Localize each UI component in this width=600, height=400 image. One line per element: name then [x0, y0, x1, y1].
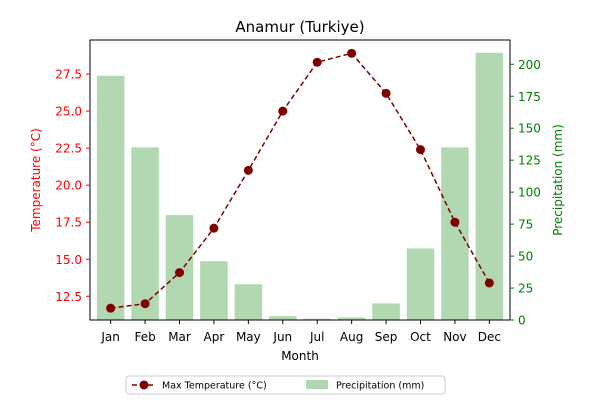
x-tick-label: Jul [309, 330, 324, 344]
temp-point-nov [450, 217, 460, 227]
temp-point-aug [347, 48, 357, 58]
x-tick-label: Jun [272, 330, 292, 344]
x-tick-label: Aug [340, 330, 363, 344]
y-right-tick-label: 75 [518, 218, 533, 232]
y-axis-label-left: Temperature (°C) [29, 128, 43, 233]
precip-bar-feb [131, 147, 159, 320]
y-left-tick-label: 25.0 [55, 105, 82, 119]
y-right-tick-label: 150 [518, 122, 541, 136]
y-axis-label-right: Precipitation (mm) [551, 124, 565, 236]
legend-label-temperature: Max Temperature (°C) [162, 381, 267, 392]
temp-point-jan [106, 303, 116, 313]
x-tick-label: Feb [134, 330, 155, 344]
x-tick-label: May [236, 330, 261, 344]
temp-point-jun [278, 106, 288, 116]
precip-bar-sep [372, 303, 400, 320]
y-left-tick-label: 15.0 [55, 253, 82, 267]
precip-bar-oct [406, 248, 435, 320]
x-tick-label: Jan [100, 330, 120, 344]
axis-ticks: Jan Feb Mar Apr May Jun Jul Aug Sep Oct Nov Dec 12.5… [55, 58, 541, 344]
legend-label-precipitation: Precipitation (mm) [336, 381, 424, 392]
temperature-line [106, 48, 494, 313]
temp-point-dec [484, 278, 494, 288]
y-left-tick-label: 22.5 [55, 142, 82, 156]
y-right-tick-label: 0 [518, 314, 526, 328]
x-tick-label: Mar [168, 330, 191, 344]
precip-bar-nov [441, 147, 469, 320]
chart-title: Anamur (Turkiye) [235, 18, 364, 36]
temp-point-sep [381, 88, 391, 98]
plot-frame [89, 39, 511, 321]
x-tick-label: Oct [410, 330, 431, 344]
legend-line-marker [139, 380, 149, 390]
axes-border [89, 39, 511, 321]
y-left-tick-label: 20.0 [55, 179, 82, 193]
temp-point-apr [209, 223, 219, 233]
x-tick-label: Apr [204, 330, 225, 344]
legend-bar-swatch [306, 380, 328, 389]
legend: Max Temperature (°C) Precipitation (mm) [125, 375, 446, 395]
precip-bar-jul [303, 318, 331, 320]
y-left-tick-label: 27.5 [55, 68, 82, 82]
x-axis-label: Month [281, 349, 319, 363]
temp-point-oct [415, 145, 425, 155]
x-tick-label: Nov [443, 330, 466, 344]
x-tick-label: Dec [478, 330, 501, 344]
precip-bar-may [234, 284, 263, 320]
precip-bar-aug [337, 317, 366, 320]
y-right-tick-label: 175 [518, 90, 541, 104]
temp-point-jul [312, 57, 322, 67]
temperature-series-line [110, 52, 490, 309]
precipitation-bars [96, 52, 504, 320]
y-right-tick-label: 50 [518, 250, 533, 264]
y-right-tick-label: 200 [518, 58, 541, 72]
temp-point-feb [140, 299, 150, 309]
y-right-tick-label: 25 [518, 282, 533, 296]
y-right-tick-label: 100 [518, 186, 541, 200]
temp-point-mar [175, 268, 185, 278]
precip-bar-dec [475, 52, 504, 320]
y-left-tick-label: 17.5 [55, 216, 82, 230]
y-left-tick-label: 12.5 [55, 290, 82, 304]
precip-bar-jan [96, 75, 125, 320]
temp-point-may [243, 165, 253, 175]
precip-bar-apr [200, 261, 228, 320]
y-right-tick-label: 125 [518, 154, 541, 168]
precip-bar-mar [165, 215, 194, 320]
x-tick-label: Sep [375, 330, 398, 344]
precip-bar-jun [269, 316, 297, 320]
legend-box [125, 375, 446, 395]
